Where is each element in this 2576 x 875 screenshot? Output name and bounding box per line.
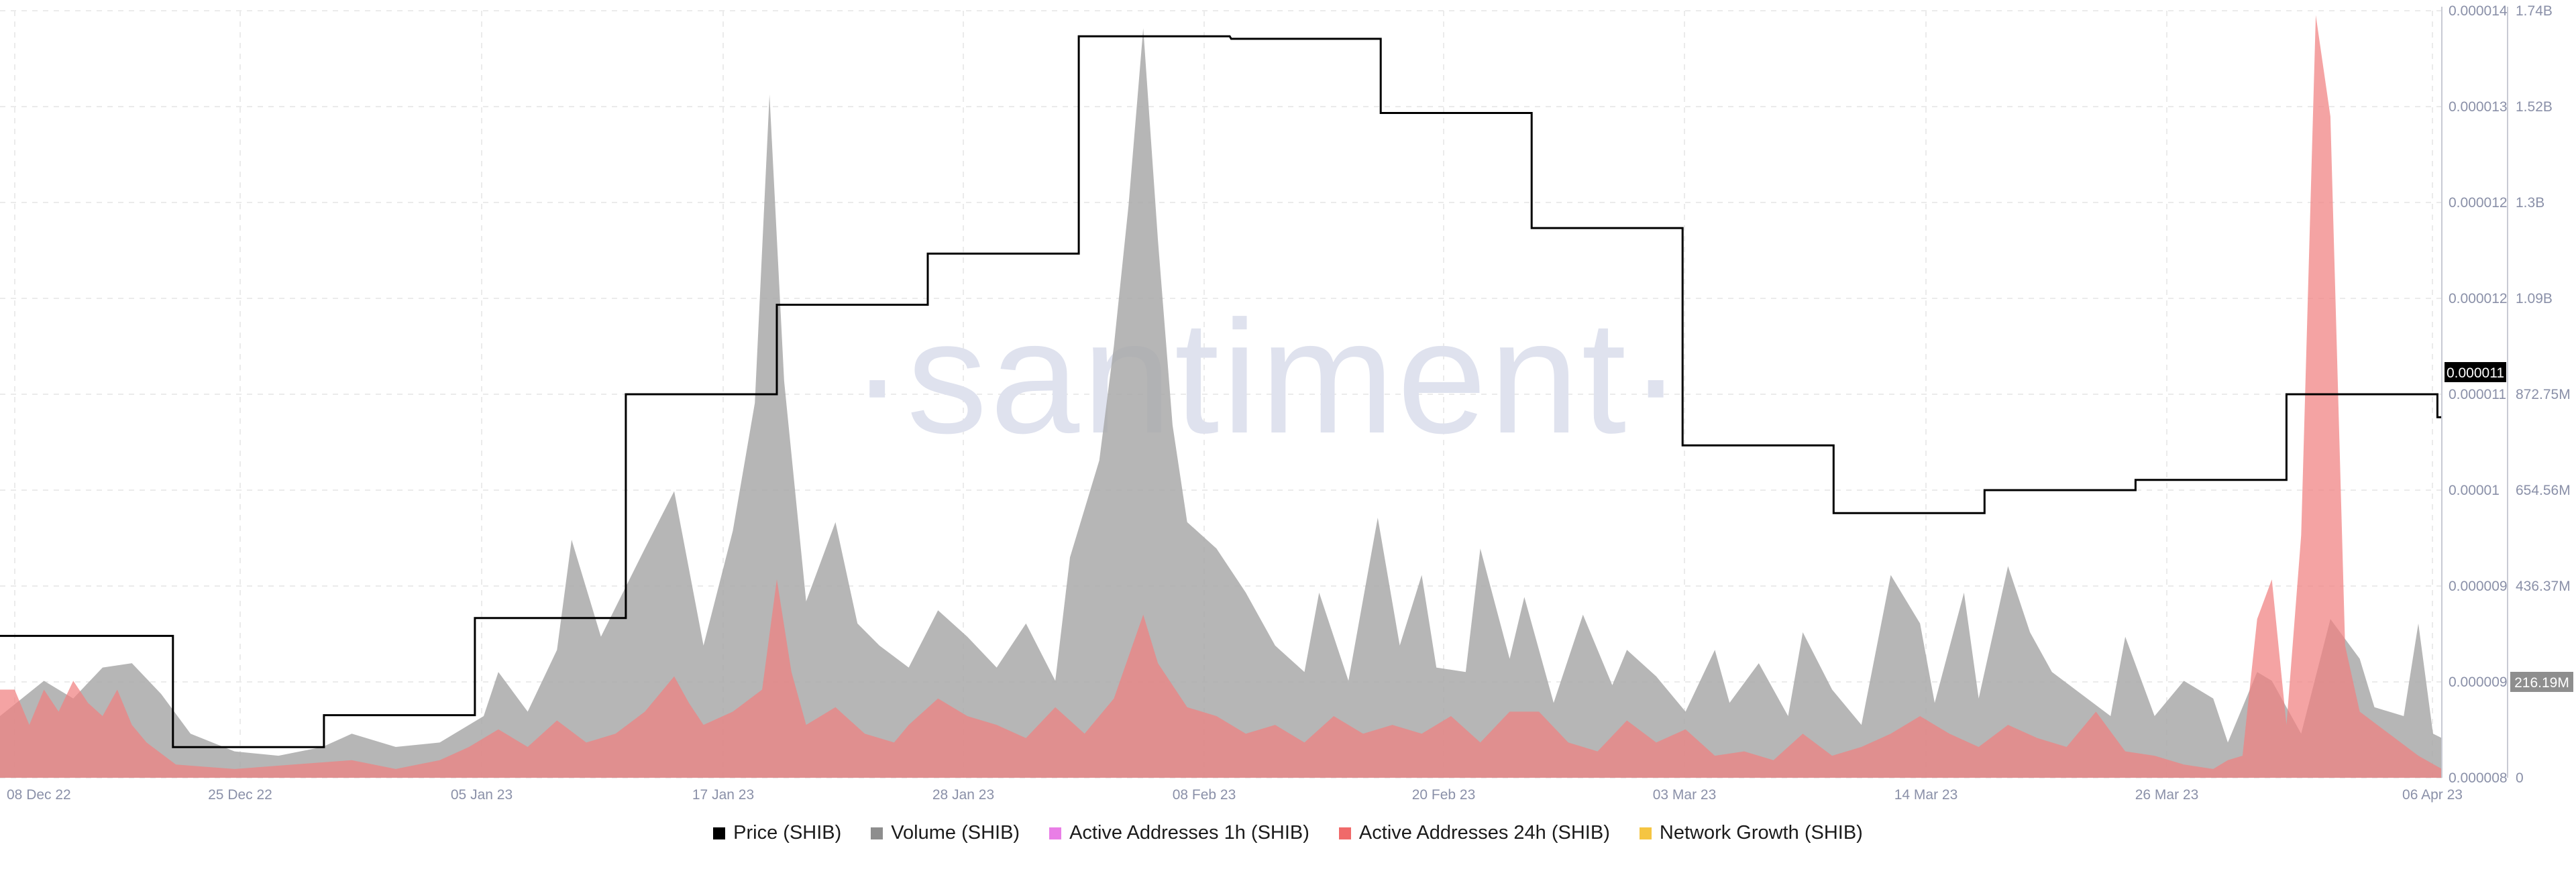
current-price-label: 0.000011 [2447,365,2504,381]
volume-axis-tick-label: 436.37M [2516,579,2571,594]
legend-swatch-active-24h [1338,827,1351,839]
current-volume-badge [2510,672,2573,692]
legend-swatch-active-1h [1049,827,1062,839]
price-axis-tick-label: 0.000014 [2449,3,2508,19]
chart-legend: Price (SHIB) Volume (SHIB) Active Addres… [0,822,2576,844]
current-volume-label: 216.19M [2514,675,2569,691]
legend-item-volume[interactable]: Volume (SHIB) [871,822,1020,844]
x-axis-tick-label: 26 Mar 23 [2135,787,2199,803]
volume-axis-tick-label: 1.3B [2516,195,2544,211]
x-axis-tick-label: 03 Mar 23 [1653,787,1717,803]
volume-axis-tick-label: 872.75M [2516,387,2571,402]
legend-swatch-network-growth [1639,827,1652,839]
legend-item-active-1h[interactable]: Active Addresses 1h (SHIB) [1049,822,1309,844]
price-axis-tick-label: 0.000008 [2449,770,2508,786]
volume-axis-tick-label: 654.56M [2516,483,2571,498]
price-axis-tick-label: 0.000013 [2449,99,2508,115]
x-axis-tick-label: 08 Feb 23 [1173,787,1236,803]
x-axis-tick-label: 25 Dec 22 [208,787,272,803]
volume-axis-tick-label: 1.74B [2516,3,2553,19]
volume-area [0,28,2442,778]
volume-axis-tick-label: 1.52B [2516,99,2553,115]
price-axis-tick-label: 0.000012 [2449,195,2508,211]
x-axis-tick-label: 08 Dec 22 [7,787,71,803]
price-axis-tick-label: 0.000012 [2449,291,2508,306]
legend-label-volume: Volume (SHIB) [891,822,1020,843]
legend-label-active-24h: Active Addresses 24h (SHIB) [1358,822,1610,843]
legend-swatch-volume [871,827,883,839]
price-axis-tick-label: 0.000009 [2449,579,2508,594]
x-axis-tick-label: 06 Apr 23 [2402,787,2463,803]
price-axis-tick-label: 0.000009 [2449,675,2508,690]
volume-axis-tick-label: 0 [2516,770,2524,786]
price-axis-tick-label: 0.00001 [2449,483,2500,498]
x-axis-tick-label: 14 Mar 23 [1894,787,1958,803]
legend-swatch-price [713,827,726,839]
x-axis-tick-label: 17 Jan 23 [692,787,754,803]
current-price-badge [2445,362,2506,382]
legend-label-price: Price (SHIB) [733,822,842,843]
legend-item-network-growth[interactable]: Network Growth (SHIB) [1639,822,1863,844]
x-axis-tick-label: 28 Jan 23 [932,787,994,803]
legend-label-active-1h: Active Addresses 1h (SHIB) [1069,822,1309,843]
santiment-watermark: ·santiment· [851,287,1685,467]
x-axis-tick-label: 20 Feb 23 [1412,787,1476,803]
legend-label-network-growth: Network Growth (SHIB) [1659,822,1863,843]
series-layer [0,15,2442,778]
price-line [0,35,2442,748]
axis-layer: 0.0000140.0000130.0000120.0000120.000011… [7,3,2573,803]
x-axis-tick-label: 05 Jan 23 [451,787,513,803]
price-axis-tick-label: 0.000011 [2449,387,2506,402]
legend-item-price[interactable]: Price (SHIB) [713,822,841,844]
legend-item-active-24h[interactable]: Active Addresses 24h (SHIB) [1338,822,1610,844]
volume-axis-tick-label: 1.09B [2516,291,2553,306]
